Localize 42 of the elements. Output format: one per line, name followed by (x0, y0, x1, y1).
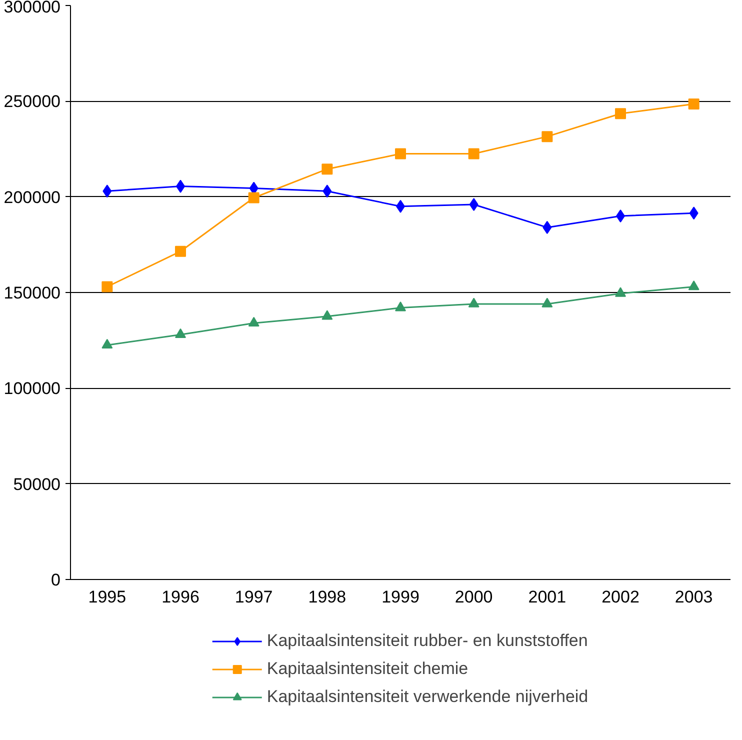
point (102, 338, 113, 349)
point (175, 328, 186, 338)
x-tick-label: 1997 (234, 588, 273, 606)
x-tick-label: 1998 (308, 588, 346, 606)
x-tick-label: 1996 (162, 588, 200, 606)
point (102, 184, 112, 198)
y-tick-label: 300000 (4, 0, 61, 16)
x-tick-label: 2003 (674, 588, 713, 606)
point (322, 164, 333, 175)
x-tick-label: 1995 (88, 588, 126, 606)
y-tick-label: 250000 (4, 92, 61, 112)
point (542, 220, 552, 234)
y-tick-label: 50000 (13, 474, 61, 494)
legend-label: Kapitaalsintensiteit chemie (266, 659, 468, 679)
x-tick-label: 2001 (528, 588, 566, 606)
y-tick-label: 150000 (4, 284, 61, 302)
legend-label: Kapitaalsintensiteit rubber- en kunststoffen (266, 631, 588, 651)
legend-label: Kapitaalsintensiteit verwerkende nijverheid (266, 687, 588, 707)
point (542, 131, 553, 142)
point (542, 298, 553, 308)
point (395, 302, 406, 312)
point (615, 108, 626, 120)
point (468, 148, 480, 160)
y-tick-label: 100000 (4, 379, 61, 398)
point (102, 281, 113, 292)
point (395, 148, 406, 160)
point (615, 287, 626, 297)
point (248, 316, 260, 326)
point (468, 298, 480, 308)
point (248, 192, 260, 204)
x-tick-label: 2002 (602, 588, 640, 606)
point (322, 310, 333, 320)
point (469, 198, 478, 211)
point (175, 246, 186, 257)
y-tick-label: 0 (51, 570, 61, 590)
point (688, 98, 700, 110)
point (688, 280, 700, 290)
x-tick-label: 2000 (454, 588, 493, 606)
y-tick-label: 200000 (4, 188, 61, 207)
x-tick-label: 1999 (382, 588, 420, 606)
point (322, 184, 332, 198)
point (689, 206, 698, 220)
